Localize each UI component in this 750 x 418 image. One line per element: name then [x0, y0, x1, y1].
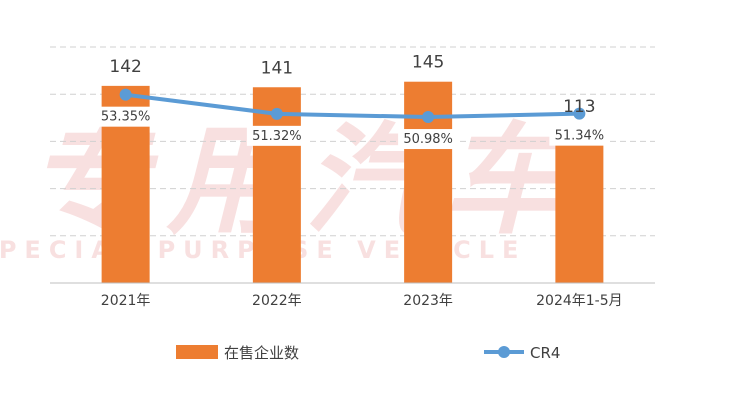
cr4-point	[422, 111, 435, 124]
bar-value-label: 142	[109, 57, 141, 77]
cr4-label-bg	[95, 106, 156, 127]
bar	[555, 126, 604, 283]
cr4-label-bg	[398, 129, 459, 150]
x-tick-label: 2021年	[101, 293, 151, 309]
cr4-value-label: 53.35%	[101, 110, 151, 125]
cr4-point	[270, 107, 283, 120]
cr4-value-label: 51.34%	[555, 129, 605, 144]
x-axis: 2021年 2022年 2023年 2024年1-5月	[50, 282, 655, 309]
legend-label-bars: 在售企业数	[224, 344, 299, 362]
bar-value-label: 113	[563, 97, 595, 117]
legend-label-line: CR4	[530, 344, 560, 362]
cr4-label-bg	[549, 125, 610, 146]
bar	[252, 87, 301, 284]
cr4-point	[573, 107, 586, 120]
bar-value-label: 141	[261, 58, 293, 78]
cr4-line	[123, 92, 582, 120]
cr4-point	[119, 88, 132, 101]
cr4-value-label: 51.32%	[252, 129, 302, 144]
cr4-line-series	[119, 88, 586, 124]
x-tick-label: 2022年	[252, 293, 302, 309]
legend: 在售企业数 CR4	[176, 344, 560, 362]
x-tick-label: 2023年	[403, 293, 453, 309]
bar-value-label: 145	[412, 53, 444, 73]
x-tick-label: 2024年1-5月	[536, 293, 623, 309]
legend-swatch-marker	[498, 346, 510, 358]
legend-swatch-bars	[176, 345, 218, 359]
data-labels: 142 141 145 113 53.35% 51.32% 50.98% 51.34%	[95, 53, 610, 150]
cr4-label-bg	[246, 125, 307, 146]
cr4-value-label: 50.98%	[403, 132, 453, 147]
